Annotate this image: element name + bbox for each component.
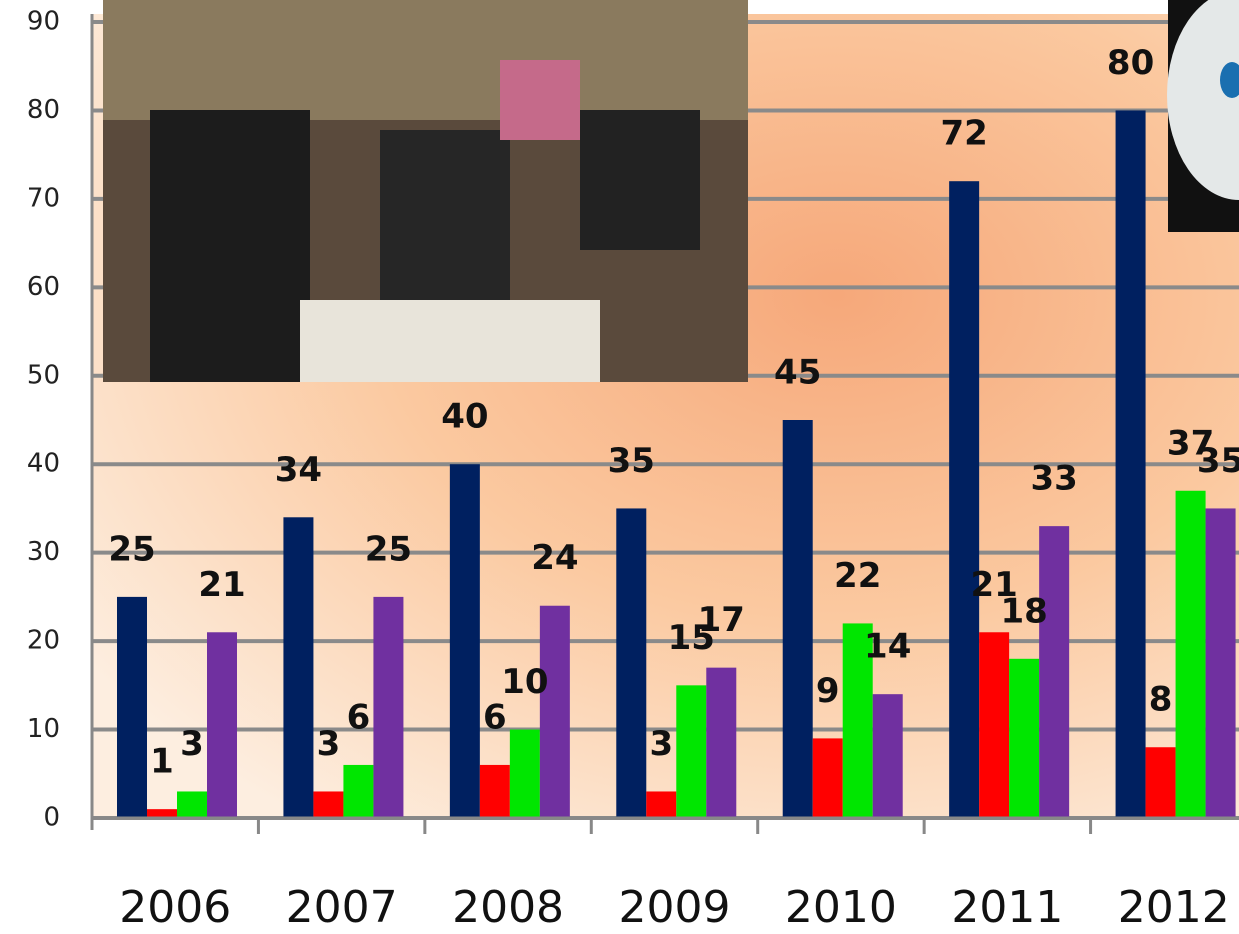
y-tick-label: 0 <box>43 803 60 833</box>
y-tick-label: 70 <box>27 183 60 213</box>
photo <box>103 0 748 382</box>
value-label: 17 <box>698 600 745 640</box>
value-label: 34 <box>275 450 322 490</box>
bar <box>949 181 980 818</box>
bar <box>1205 508 1236 818</box>
x-tick-label: 2008 <box>452 882 564 933</box>
bar <box>449 464 480 818</box>
y-tick-label: 80 <box>27 95 60 125</box>
value-label: 18 <box>1000 591 1047 631</box>
value-label: 3 <box>317 724 341 764</box>
bar <box>812 738 843 818</box>
x-tick-label: 2012 <box>1118 882 1230 933</box>
bar <box>147 809 177 818</box>
value-label: 14 <box>864 627 911 667</box>
y-tick-label: 90 <box>27 7 60 37</box>
bar <box>872 694 903 818</box>
bar <box>646 791 677 818</box>
bar <box>616 508 647 818</box>
photo <box>1167 0 1239 232</box>
value-label: 25 <box>108 529 155 569</box>
y-tick-label: 10 <box>27 714 60 744</box>
value-label: 35 <box>1197 441 1239 481</box>
bar <box>479 764 510 818</box>
y-tick-label: 20 <box>27 626 60 656</box>
bar <box>782 420 813 818</box>
bar <box>1115 110 1146 818</box>
bar <box>283 517 314 818</box>
y-tick-label: 50 <box>27 360 60 390</box>
value-label: 6 <box>347 697 371 737</box>
value-label: 10 <box>501 662 548 702</box>
value-label: 80 <box>1107 43 1154 83</box>
value-label: 35 <box>608 441 655 481</box>
value-label: 21 <box>198 565 245 605</box>
value-label: 8 <box>1149 680 1173 720</box>
value-label: 3 <box>180 724 204 764</box>
y-tick-label: 60 <box>27 272 60 302</box>
bar <box>1175 490 1206 818</box>
value-label: 6 <box>483 697 507 737</box>
bar <box>676 685 707 818</box>
value-label: 1 <box>150 742 174 782</box>
x-tick-label: 2009 <box>619 882 731 933</box>
bar <box>842 623 873 818</box>
value-label: 21 <box>970 565 1017 605</box>
x-tick-label: 2007 <box>286 882 398 933</box>
value-label: 3 <box>649 724 673 764</box>
y-tick-label: 30 <box>27 537 60 567</box>
value-label: 25 <box>365 529 412 569</box>
value-label: 33 <box>1030 459 1077 499</box>
value-label: 9 <box>816 671 840 711</box>
bar <box>177 791 207 818</box>
x-tick-label: 2010 <box>785 882 897 933</box>
bar <box>979 632 1010 818</box>
y-tick-label: 40 <box>27 449 60 479</box>
bar <box>1009 658 1040 818</box>
value-label: 22 <box>834 556 881 596</box>
bar <box>1145 747 1176 818</box>
bars <box>117 110 1236 818</box>
bar <box>373 596 404 818</box>
bar <box>706 667 737 818</box>
bar <box>539 605 570 818</box>
value-label: 40 <box>441 397 488 437</box>
value-label: 24 <box>531 538 578 578</box>
bar <box>1039 526 1070 818</box>
value-label: 37 <box>1167 423 1214 463</box>
bar <box>117 596 147 818</box>
bar <box>343 764 374 818</box>
bar <box>509 729 540 818</box>
value-label: 15 <box>668 618 715 658</box>
value-label: 72 <box>940 114 987 154</box>
bar <box>313 791 344 818</box>
bar <box>207 632 237 818</box>
x-tick-label: 2011 <box>951 882 1063 933</box>
value-label: 45 <box>774 353 821 393</box>
x-tick-label: 2006 <box>119 882 231 933</box>
